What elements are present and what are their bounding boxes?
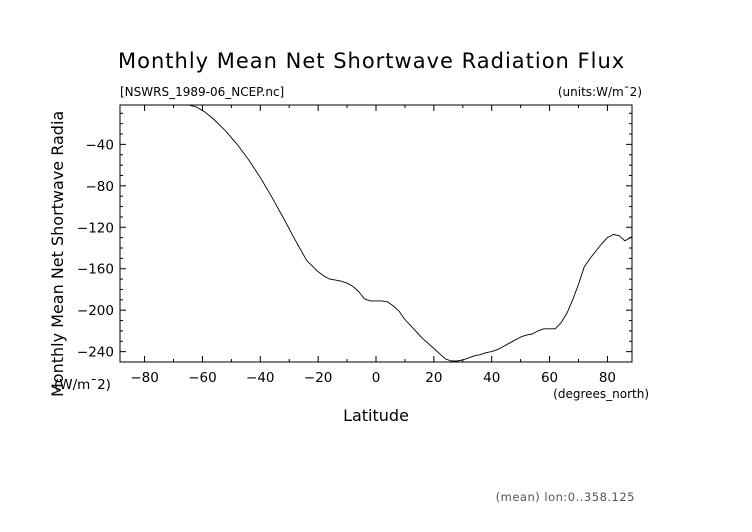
x-axis-units-label: (degrees_north) [553, 387, 649, 401]
footer-annotation: (mean) lon:0..358.125 [496, 490, 635, 504]
y-tick-label: −120 [77, 220, 114, 236]
x-tick-label: −40 [246, 370, 275, 386]
x-tick-label: −80 [130, 370, 159, 386]
y-tick-label: −240 [77, 345, 114, 361]
x-tick-label: −20 [304, 370, 333, 386]
y-tick-labels: −240 −200 −160 −120 −80 −40 [77, 137, 114, 360]
x-tick-label: 0 [372, 370, 381, 386]
x-tick-label: 40 [483, 370, 500, 386]
data-series [188, 104, 633, 362]
x-tick-label: 20 [425, 370, 442, 386]
y-axis-label: Monthly Mean Net Shortwave Radia [48, 111, 67, 397]
x-tick-label: −60 [188, 370, 217, 386]
y-axis-units-label: (W/m¯2) [54, 377, 111, 393]
plot-area: −80 −60 −40 −20 0 20 40 60 80 −240−200−160−120−8… [77, 104, 633, 386]
y-tick-label: −200 [77, 303, 114, 319]
series-line [188, 104, 633, 362]
x-axis-label: Latitude [343, 406, 409, 425]
x-tick-label: 80 [599, 370, 616, 386]
source-filename-label: [NSWRS_1989-06_NCEP.nc] [120, 85, 284, 99]
y-tick-label: −160 [77, 262, 114, 278]
x-tick-labels: −80 −60 −40 −20 0 20 40 60 80 [130, 370, 616, 386]
chart-title: Monthly Mean Net Shortwave Radiation Flu… [118, 49, 625, 73]
axis-ticks [120, 105, 632, 362]
y-tick-label: −80 [86, 179, 115, 195]
y-tick-label: −40 [86, 137, 115, 153]
units-label: (units:W/m¯2) [558, 85, 642, 99]
plot-frame [119, 104, 633, 363]
x-tick-label: 60 [541, 370, 558, 386]
